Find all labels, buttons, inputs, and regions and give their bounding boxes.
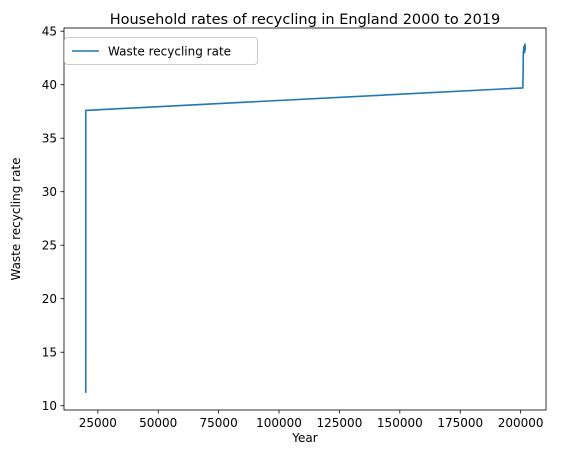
x-tick-label: 200000 — [498, 416, 544, 430]
x-tick-label: 50000 — [139, 416, 177, 430]
y-tick-label: 35 — [42, 132, 57, 146]
x-tick-label: 150000 — [377, 416, 423, 430]
y-tick-label: 45 — [42, 25, 57, 39]
x-axis-label: Year — [291, 431, 317, 445]
y-tick-label: 15 — [42, 346, 57, 360]
x-axis-ticks: 25000 50000 75000 100000 125000 150000 175000 2… — [79, 410, 544, 430]
plot-area — [64, 28, 546, 410]
y-axis-ticks: 10 15 20 25 30 35 40 45 — [42, 25, 64, 413]
legend-label: Waste recycling rate — [108, 45, 231, 59]
series-line-0 — [84, 43, 527, 393]
y-tick-label: 25 — [42, 239, 57, 253]
chart-title: Household rates of recycling in England … — [110, 12, 501, 28]
plot-lines — [84, 43, 527, 393]
x-tick-label: 25000 — [79, 416, 117, 430]
x-tick-label: 100000 — [256, 416, 302, 430]
y-tick-label: 30 — [42, 185, 57, 199]
y-tick-label: 10 — [42, 399, 57, 413]
y-axis-label: Waste recycling rate — [9, 157, 23, 280]
x-tick-label: 125000 — [317, 416, 363, 430]
axes-frame — [63, 27, 547, 411]
x-tick-label: 175000 — [437, 416, 483, 430]
axes-spines — [63, 27, 547, 411]
x-tick-label: 75000 — [200, 416, 238, 430]
y-tick-label: 20 — [42, 292, 57, 306]
y-tick-label: 40 — [42, 78, 57, 92]
legend-box — [64, 37, 258, 65]
legend: Waste recycling rate — [64, 37, 258, 65]
